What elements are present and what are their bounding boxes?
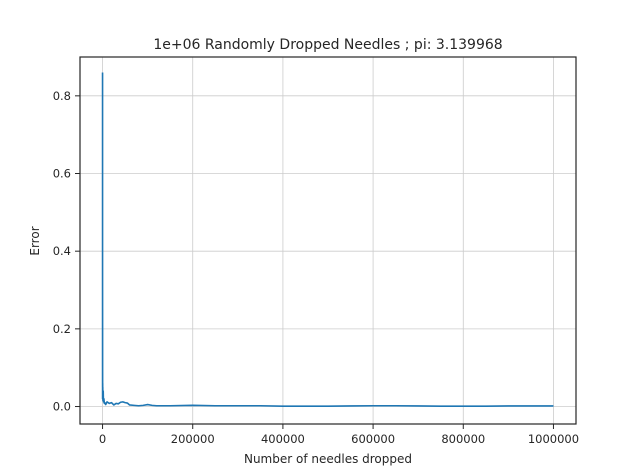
x-tick-label: 1000000 [528, 432, 579, 446]
y-tick-label: 0.4 [53, 244, 71, 258]
chart-title: 1e+06 Randomly Dropped Needles ; pi: 3.1… [153, 37, 502, 53]
x-tick-label: 600000 [351, 432, 395, 446]
x-axis-label: Number of needles dropped [244, 452, 412, 466]
x-tick-label: 0 [99, 432, 106, 446]
x-tick-label: 200000 [171, 432, 215, 446]
x-tick-label: 400000 [261, 432, 305, 446]
y-tick-label: 0.2 [53, 322, 71, 336]
plot-lines [101, 72, 554, 407]
axis-ticks: 0 200000 400000 600000 800000 1000000 0.0 0.2 0.… [53, 89, 579, 446]
y-tick-label: 0.6 [53, 167, 71, 181]
y-tick-label: 0.0 [53, 400, 71, 414]
axes-frame [79, 56, 577, 425]
y-axis-label: Error [28, 226, 42, 255]
x-tick-label: 800000 [441, 432, 485, 446]
y-tick-label: 0.8 [53, 89, 71, 103]
error-series-line [101, 72, 554, 407]
